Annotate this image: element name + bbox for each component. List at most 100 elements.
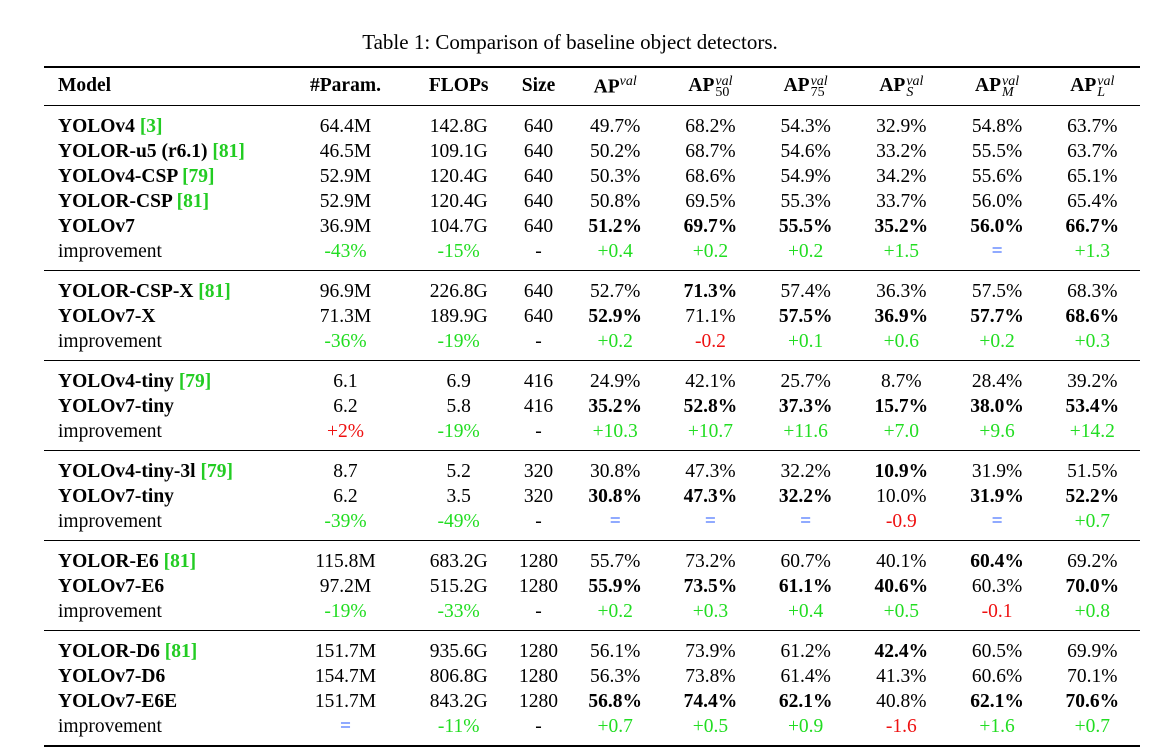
table-row: YOLOv7-E6 97.2M 515.2G 1280 55.9% 73.5% 61.1% 4…: [44, 574, 1140, 599]
model-name: YOLOv4-tiny-3l: [58, 460, 196, 482]
improvement-flops-cell: -11%: [437, 715, 480, 737]
model-name-cell: YOLOv4-tiny-3l [79]: [44, 450, 283, 484]
flops-cell: 843.2G: [429, 690, 488, 712]
improvement-ap-cell: +10.3: [592, 420, 638, 442]
aps-cell: 40.1%: [876, 550, 927, 572]
improvement-label: improvement: [58, 715, 162, 737]
ap75-cell: 55.3%: [780, 190, 831, 212]
ap75-base: AP: [783, 74, 810, 96]
apl-base: AP: [1070, 74, 1097, 96]
ap-cell: 35.2%: [588, 395, 643, 417]
improvement-apl-cell: +14.2: [1069, 420, 1115, 442]
table-row: YOLOv7-tiny 6.2 3.5 320 30.8% 47.3% 32.2% 10.0%…: [44, 484, 1140, 509]
apm-sub: M: [1002, 84, 1014, 100]
ap75-cell: 32.2%: [780, 460, 831, 482]
model-name-cell: YOLOv4-tiny [79]: [44, 360, 283, 394]
citation-link[interactable]: [79]: [182, 165, 215, 187]
model-name-cell: YOLOR-D6 [81]: [44, 630, 283, 664]
ap75-cell: 25.7%: [780, 370, 831, 392]
param-cell: 97.2M: [319, 575, 372, 597]
improvement-aps-cell: +0.5: [883, 600, 920, 622]
ap50-sub: 50: [715, 84, 730, 100]
param-cell: 6.2: [333, 395, 358, 417]
ap-cell: 55.7%: [590, 550, 641, 572]
aps-cell: 36.3%: [876, 280, 927, 302]
citation-link[interactable]: [81]: [176, 190, 210, 212]
aps-cell: 33.2%: [876, 140, 927, 162]
ap75-cell: 60.7%: [780, 550, 831, 572]
model-name: YOLOR-E6: [58, 550, 159, 572]
ap50-cell: 73.5%: [683, 575, 738, 597]
param-cell: 71.3M: [319, 305, 372, 327]
flops-cell: 5.8: [446, 395, 471, 417]
improvement-size-cell: -: [535, 420, 542, 442]
improvement-ap75-cell: +0.9: [787, 715, 824, 737]
improvement-row: improvement -19% -33% - +0.2 +0.3 +0.4 +0.5 -0.1…: [44, 599, 1140, 630]
improvement-flops-cell: -19%: [437, 330, 480, 352]
ap75-cell: 57.5%: [778, 305, 833, 327]
model-name: YOLOv4: [58, 115, 135, 137]
improvement-apl-cell: +0.7: [1074, 510, 1111, 532]
model-name-cell: YOLOv7-E6E: [44, 689, 283, 714]
improvement-ap-cell: =: [609, 510, 621, 532]
improvement-ap50-cell: =: [704, 510, 716, 532]
citation-link[interactable]: [81]: [163, 550, 197, 572]
ap50-base: AP: [688, 74, 715, 96]
flops-cell: 683.2G: [429, 550, 488, 572]
ap50-cell: 71.1%: [685, 305, 736, 327]
table-row: YOLOv7-D6 154.7M 806.8G 1280 56.3% 73.8% 61.4%…: [44, 664, 1140, 689]
apl-cell: 68.3%: [1067, 280, 1118, 302]
ap75-cell: 62.1%: [778, 690, 833, 712]
citation-link[interactable]: [79]: [178, 370, 212, 392]
header-ap: APval: [568, 67, 663, 105]
flops-cell: 5.2: [446, 460, 471, 482]
improvement-param-cell: =: [339, 715, 351, 737]
citation-link[interactable]: [79]: [200, 460, 233, 482]
improvement-size-cell: -: [535, 330, 542, 352]
aps-sub: S: [906, 84, 914, 100]
table-row: YOLOR-D6 [81] 151.7M 935.6G 1280 56.1% 73.9% 6…: [44, 630, 1140, 664]
apm-cell: 62.1%: [970, 690, 1024, 712]
flops-cell: 935.6G: [429, 640, 488, 662]
citation-link[interactable]: [81]: [164, 640, 198, 662]
aps-cell: 10.0%: [876, 485, 927, 507]
improvement-ap50-cell: +10.7: [687, 420, 733, 442]
ap75-cell: 54.6%: [780, 140, 831, 162]
improvement-flops-cell: -49%: [437, 510, 480, 532]
citation-link[interactable]: [81]: [212, 140, 245, 162]
model-name: YOLOR-CSP-X: [58, 280, 194, 302]
size-cell: 1280: [519, 640, 559, 662]
apl-cell: 65.1%: [1067, 165, 1118, 187]
apm-cell: 60.6%: [971, 665, 1023, 687]
param-cell: 36.9M: [319, 215, 372, 237]
header-apl: AP val L: [1045, 67, 1140, 105]
model-name-cell: YOLOR-E6 [81]: [44, 540, 283, 574]
improvement-label: improvement: [58, 330, 162, 352]
table-row: YOLOR-CSP [81] 52.9M 120.4G 640 50.8% 69.5% 55…: [44, 189, 1140, 214]
ap75-cell: 57.4%: [780, 280, 831, 302]
improvement-apm-cell: =: [991, 240, 1003, 262]
param-cell: 64.4M: [319, 115, 372, 137]
aps-cell: 32.9%: [876, 115, 927, 137]
model-name: YOLOv7-tiny: [58, 485, 174, 507]
citation-link[interactable]: [3]: [139, 115, 163, 137]
improvement-apm-cell: -0.1: [981, 600, 1013, 622]
model-name: YOLOv7-D6: [58, 665, 166, 687]
improvement-label: improvement: [58, 510, 162, 532]
model-name: YOLOv4-tiny: [58, 370, 174, 392]
size-cell: 640: [523, 190, 554, 212]
aps-cell: 42.4%: [874, 640, 929, 662]
ap75-cell: 54.9%: [780, 165, 831, 187]
improvement-aps-cell: +1.5: [883, 240, 920, 262]
improvement-param-cell: -36%: [324, 330, 367, 352]
citation-link[interactable]: [81]: [198, 280, 231, 302]
improvement-ap75-cell: +0.1: [787, 330, 824, 352]
apl-cell: 52.2%: [1065, 485, 1120, 507]
apm-cell: 28.4%: [971, 370, 1023, 392]
apl-cell: 69.2%: [1067, 550, 1118, 572]
ap75-cell: 55.5%: [778, 215, 833, 237]
aps-cell: 15.7%: [874, 395, 929, 417]
apm-cell: 60.5%: [971, 640, 1023, 662]
improvement-aps-cell: -1.6: [885, 715, 917, 737]
improvement-row: improvement = -11% - +0.7 +0.5 +0.9 -1.6 +1.6 +0.…: [44, 714, 1140, 746]
